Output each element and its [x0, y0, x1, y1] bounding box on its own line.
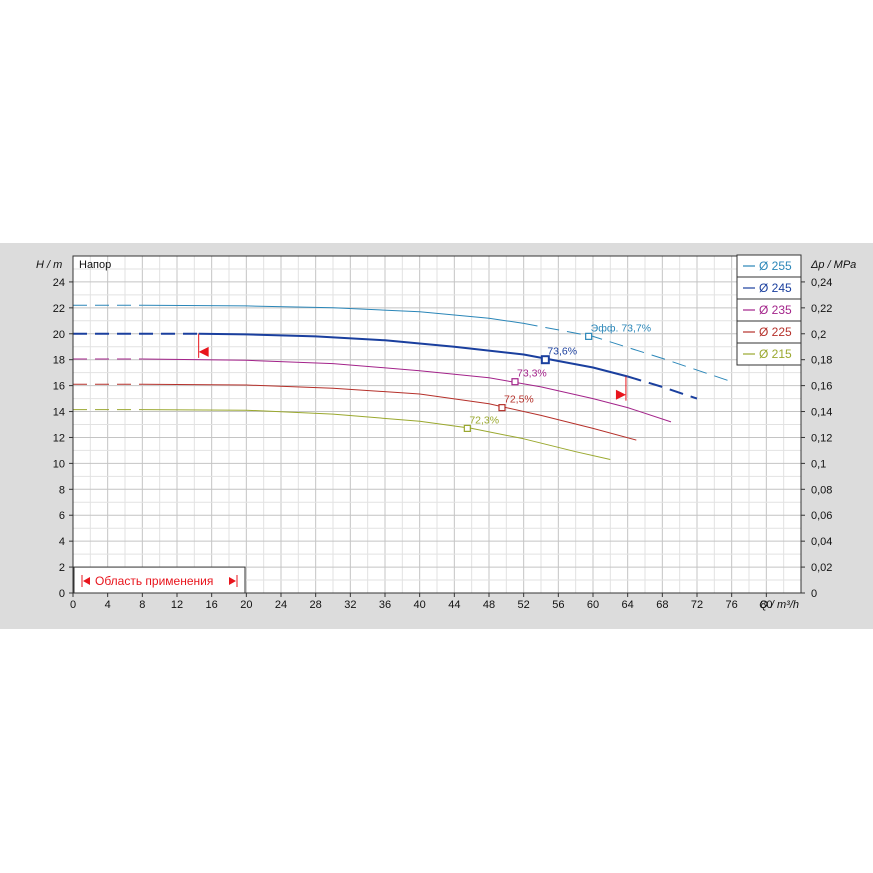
curve-235-bep-marker — [511, 378, 519, 386]
curve-255-line — [142, 304, 524, 324]
x-tick-label: 44 — [448, 599, 460, 611]
y2-tick-label: 0,06 — [811, 510, 832, 522]
y-tick-label: 14 — [53, 407, 65, 419]
x-tick-label: 16 — [206, 599, 218, 611]
application-range-left-arrow — [83, 577, 90, 586]
legend-entry: Ø 235 — [759, 303, 792, 317]
range-min-arrow — [198, 346, 209, 357]
y-axis-title: H / m — [36, 259, 62, 271]
x-tick-label: 64 — [622, 599, 634, 611]
x-tick-label: 72 — [691, 599, 703, 611]
legend-entry: Ø 255 — [759, 259, 792, 273]
y-tick-label: 6 — [59, 510, 65, 522]
y-tick-label: 4 — [59, 536, 65, 548]
y2-tick-label: 0,14 — [811, 407, 832, 419]
y-tick-label: 0 — [59, 588, 65, 600]
curve-255-bep-label: Эфф. 73,7% — [591, 322, 651, 334]
curve-245-line — [198, 332, 628, 378]
y-tick-label: 2 — [59, 562, 65, 574]
y-tick-label: 10 — [53, 458, 65, 470]
x-tick-label: 4 — [105, 599, 111, 611]
x-tick-label: 48 — [483, 599, 495, 611]
y2-tick-label: 0,2 — [811, 329, 826, 341]
y-tick-label: 18 — [53, 355, 65, 367]
range-max-arrow — [615, 389, 626, 400]
x-tick-label: 80 — [760, 599, 772, 611]
overlay: Область применения Ø 255 Ø 245 Ø 235 Ø 225 Ø … — [73, 254, 802, 594]
axes: 0 4 8 12 16 20 24 28 32 36 40 44 48 52 56 60 64 68 72 76 800… — [36, 255, 856, 611]
x-tick-label: 52 — [518, 599, 530, 611]
application-range-label: Область применения — [95, 574, 213, 588]
x-tick-label: 12 — [171, 599, 183, 611]
curve-255-dashed-end — [523, 322, 732, 383]
application-range-right-arrow — [229, 577, 236, 586]
curve-215-line — [142, 409, 611, 460]
curve-225-bep-label: 72,5% — [504, 394, 534, 406]
y-tick-label: 20 — [53, 329, 65, 341]
pump-curve-chart: Эфф. 73,7%73,6%73,3%72,5%72,3% 0 4 8 12 16 20… — [36, 254, 856, 611]
x-tick-label: 32 — [344, 599, 356, 611]
y2-tick-label: 0,04 — [811, 536, 832, 548]
y2-tick-label: 0,16 — [811, 381, 832, 393]
curve-235-line — [142, 358, 672, 423]
grid — [72, 255, 802, 594]
y-tick-label: 24 — [53, 277, 65, 289]
y-tick-label: 12 — [53, 432, 65, 444]
curve-225-line — [142, 383, 637, 441]
plot-frame — [72, 255, 802, 594]
y2-tick-label: 0 — [811, 588, 817, 600]
curve-215-bep-marker — [463, 424, 471, 432]
chart-panel: Эфф. 73,7% 73,6% 73,3% 72,5% 72,3% 0 4 8 12 16 20… — [0, 243, 873, 629]
curve-245-bep-marker — [540, 355, 550, 365]
y2-axis-title: Δp / MPa — [810, 259, 856, 271]
application-range-box — [73, 566, 246, 594]
curve-245-dashed-end — [627, 375, 698, 400]
y2-tick-label: 0,22 — [811, 303, 832, 315]
x-tick-label: 40 — [414, 599, 426, 611]
curve-235-bep-label: 73,3% — [517, 368, 547, 380]
y2-tick-label: 0,18 — [811, 355, 832, 367]
y-tick-label: 8 — [59, 484, 65, 496]
x-tick-label: 24 — [275, 599, 287, 611]
y2-tick-label: 0,12 — [811, 432, 832, 444]
x-tick-label: 0 — [70, 599, 76, 611]
x-tick-label: 8 — [139, 599, 145, 611]
x-axis-title: Q / m³/h — [759, 599, 799, 611]
curve-225-bep-marker — [498, 404, 506, 412]
x-tick-label: 68 — [656, 599, 668, 611]
y-tick-label: 22 — [53, 303, 65, 315]
curve-255-bep-marker — [585, 332, 593, 340]
x-tick-label: 76 — [726, 599, 738, 611]
x-tick-label: 28 — [310, 599, 322, 611]
legend-entry: Ø 245 — [759, 281, 792, 295]
curve-245-bep-label: 73,6% — [547, 346, 577, 358]
x-tick-label: 36 — [379, 599, 391, 611]
x-tick-label: 56 — [552, 599, 564, 611]
y2-tick-label: 0,02 — [811, 562, 832, 574]
legend-entry: Ø 225 — [759, 325, 792, 339]
x-tick-label: 60 — [587, 599, 599, 611]
y2-tick-label: 0,08 — [811, 484, 832, 496]
plot-label: Напор — [79, 259, 111, 271]
y-tick-label: 16 — [53, 381, 65, 393]
y2-tick-label: 0,24 — [811, 277, 832, 289]
curve-215-bep-label: 72,3% — [469, 414, 499, 426]
curves: Эфф. 73,7% 73,6%73,3% 72,5% 72,3% — [73, 304, 732, 460]
y2-tick-label: 0,1 — [811, 458, 826, 470]
legend-entry: Ø 215 — [759, 347, 792, 361]
x-tick-label: 20 — [240, 599, 252, 611]
